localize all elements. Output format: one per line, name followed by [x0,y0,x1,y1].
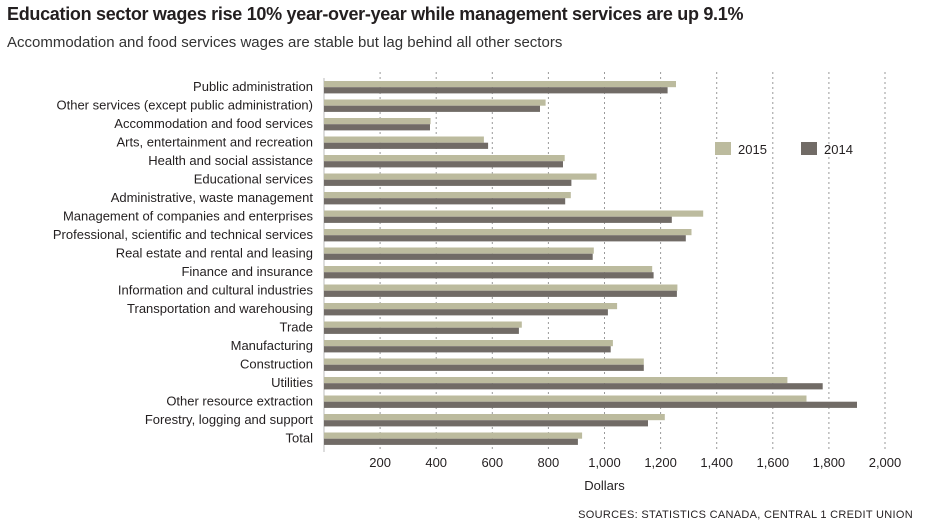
bar-2014 [324,309,608,316]
bar-2014 [324,105,540,112]
bar-2015 [324,173,597,180]
category-label: Transportation and warehousing [127,301,313,316]
category-label: Administrative, waste management [111,190,314,205]
bar-2014 [324,124,430,131]
bar-2015 [324,155,565,162]
category-label: Total [286,431,314,446]
category-label: Finance and insurance [181,264,313,279]
x-axis-ticks: 200 400 600 800 1,000 1,200 1,400 1,600 1,800 2,0… [369,455,901,470]
x-tick-label: 2,000 [869,455,902,470]
x-tick-label: 1,600 [757,455,790,470]
bar-2015 [324,377,788,384]
bar-2015 [324,284,678,291]
legend-label-2015: 2015 [738,142,767,157]
category-label: Arts, entertainment and recreation [116,135,313,150]
bar-2015 [324,210,704,217]
bar-2014 [324,87,668,94]
bar-2014 [324,272,654,279]
bar-2014 [324,179,572,186]
bar-2015 [324,321,522,328]
bar-2015 [324,229,692,236]
category-label: Real estate and rental and leasing [116,246,313,261]
bar-2015 [324,81,676,88]
bar-2015 [324,192,571,199]
category-label: Management of companies and enterprises [63,209,314,224]
category-label: Public administration [193,79,313,94]
legend-swatch-2015 [715,142,731,155]
bar-2014 [324,420,648,427]
bar-2014 [324,216,672,223]
bar-2014 [324,290,677,297]
bars-group [324,81,857,445]
bar-2015 [324,340,613,347]
bar-2014 [324,161,563,168]
x-tick-label: 800 [538,455,560,470]
chart-title: Education sector wages rise 10% year-ove… [7,4,744,24]
bar-2014 [324,327,519,334]
x-tick-label: 1,800 [813,455,846,470]
bar-2014 [324,364,644,371]
x-tick-label: 600 [481,455,503,470]
x-tick-label: 200 [369,455,391,470]
category-label: Forestry, logging and support [145,412,314,427]
bar-2014 [324,383,823,390]
bar-2014 [324,438,578,445]
x-tick-label: 1,400 [700,455,733,470]
category-label: Health and social assistance [148,153,313,168]
category-labels: Public administration Other services (exc… [53,79,314,446]
bar-2015 [324,432,583,439]
category-label: Construction [240,357,313,372]
bar-2014 [324,253,593,260]
category-label: Trade [280,320,313,335]
category-label: Manufacturing [231,338,313,353]
legend-label-2014: 2014 [824,142,853,157]
category-label: Accommodation and food services [114,116,313,131]
bar-2015 [324,303,618,310]
legend: 2015 2014 [715,142,853,157]
chart-subtitle: Accommodation and food services wages ar… [7,34,563,51]
x-tick-label: 1,200 [644,455,677,470]
category-label: Professional, scientific and technical s… [53,227,314,242]
bar-2015 [324,266,653,273]
x-tick-label: 1,000 [588,455,621,470]
bar-2014 [324,198,566,205]
category-label: Educational services [194,172,314,187]
bar-2014 [324,401,857,408]
bar-2015 [324,395,807,402]
bar-2015 [324,118,431,125]
category-label: Utilities [271,375,313,390]
x-tick-label: 400 [425,455,447,470]
bar-2015 [324,99,546,106]
bar-2014 [324,142,489,149]
bar-2015 [324,247,594,254]
category-label: Other resource extraction [166,394,313,409]
bar-2015 [324,358,644,365]
bar-2014 [324,235,686,242]
category-label: Other services (except public administra… [57,98,314,113]
bar-2015 [324,414,665,421]
source-note: SOURCES: STATISTICS CANADA, CENTRAL 1 CR… [578,509,913,521]
bar-chart: Public administration Other services (exc… [53,72,901,493]
category-label: Information and cultural industries [118,283,314,298]
legend-swatch-2014 [801,142,817,155]
bar-2014 [324,346,611,353]
bar-2015 [324,136,484,143]
x-axis-title: Dollars [584,478,625,493]
